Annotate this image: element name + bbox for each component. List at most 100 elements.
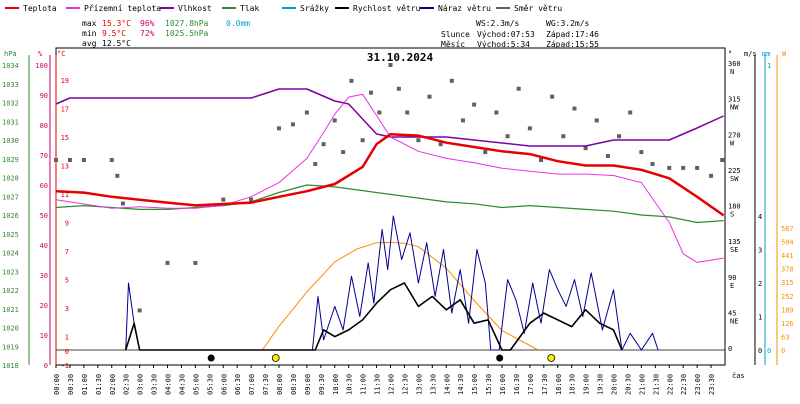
wind-speed-series	[124, 282, 623, 351]
wind-direction-point	[313, 161, 318, 166]
solar-tick: 0	[781, 347, 785, 355]
wind-direction-point	[120, 201, 125, 206]
legend-label: Náraz větru	[438, 4, 491, 13]
x-tick-label: 01:00	[81, 374, 89, 395]
direction-tick: 270	[728, 131, 741, 139]
wind-direction-point	[539, 158, 544, 162]
x-tick-label: 22:00	[666, 374, 674, 395]
pressure-tick: 1018	[2, 362, 19, 370]
x-tick-label: 09:30	[318, 374, 326, 395]
x-tick-label: 03:00	[137, 374, 145, 395]
stat-wg: WG:3.2m/s	[546, 19, 590, 28]
wind-direction-point	[349, 78, 354, 83]
x-tick-label: 17:00	[527, 374, 535, 395]
stat-min-label: min	[82, 29, 97, 38]
x-tick-label: 11:30	[374, 374, 382, 395]
solar-series	[261, 241, 539, 351]
direction-tick: 90	[728, 274, 736, 282]
pressure-tick: 1025	[2, 231, 19, 239]
wind-direction-point	[81, 158, 86, 162]
wind-direction-point	[449, 78, 454, 83]
wind-direction-point	[550, 94, 555, 99]
pressure-tick: 1028	[2, 175, 19, 183]
x-tick-label: 14:30	[457, 374, 465, 395]
wind-direction-point	[695, 165, 700, 170]
wind-direction-point	[472, 102, 477, 107]
x-tick-label: 09:00	[304, 374, 312, 395]
x-tick-label: 08:30	[290, 374, 298, 395]
x-tick-label: 18:00	[555, 374, 563, 395]
x-unit-label: čas	[732, 372, 745, 380]
wind-direction-point	[115, 173, 120, 178]
wind-direction-point	[165, 260, 170, 265]
pressure-tick: 1034	[2, 62, 19, 70]
x-tick-label: 19:30	[597, 374, 605, 395]
solar-tick: 189	[781, 306, 794, 314]
x-tick-label: 13:00	[415, 374, 423, 395]
wind-direction-point	[388, 63, 393, 67]
stat-max-label: max	[82, 19, 97, 28]
temperature-tick: 0	[65, 348, 69, 356]
humidity-tick: 20	[40, 302, 48, 310]
x-tick-label: 15:00	[471, 374, 479, 395]
x-tick-label: 15:30	[485, 374, 493, 395]
wind-direction-point	[628, 110, 633, 115]
humidity-tick: 30	[40, 272, 48, 280]
x-tick-label: 05:00	[192, 374, 200, 395]
pressure-series	[55, 184, 724, 224]
stat-avg-temp: 12.5°C	[102, 39, 131, 48]
pressure-tick: 1031	[2, 118, 19, 126]
pressure-tick: 1030	[2, 137, 19, 145]
pressure-tick: 1021	[2, 306, 19, 314]
temperature-tick: 19	[61, 77, 69, 85]
direction-tick-compass: S	[730, 211, 734, 219]
x-tick-label: 23:00	[694, 374, 702, 395]
temperature-tick: 11	[61, 191, 69, 199]
wind-direction-point	[221, 197, 226, 202]
temperature-tick: 13	[61, 163, 69, 171]
x-tick-label: 20:30	[624, 374, 632, 395]
moonset-marker	[496, 354, 504, 362]
wind-direction-point	[594, 118, 599, 123]
chart-title: 31.10.2024	[367, 51, 434, 64]
wind-tick: 3	[758, 247, 762, 255]
wind-direction-point	[483, 150, 488, 155]
wind-direction-point	[605, 154, 610, 159]
x-tick-label: 11:00	[360, 374, 368, 395]
wind-direction-point	[460, 118, 465, 123]
legend: Teplota Přízemní teplota Vlhkost Tlak Srážky…	[5, 4, 562, 13]
humidity-tick: 10	[40, 332, 48, 340]
solar-tick: 567	[781, 225, 794, 233]
wind-direction-point	[109, 158, 114, 162]
wind-direction-point	[720, 158, 725, 162]
wind-direction-point	[583, 146, 588, 151]
legend-label: Přízemní teplota	[84, 4, 161, 13]
wind-direction-point	[505, 134, 510, 139]
legend-label: Rychlost větru	[353, 4, 421, 13]
wind-direction-point	[321, 142, 326, 147]
wind-direction-point	[332, 118, 337, 123]
wind-direction-point	[650, 161, 655, 166]
sunrise-marker	[271, 354, 280, 362]
humidity-tick: 100	[35, 62, 48, 70]
pressure-tick: 1019	[2, 343, 19, 351]
stat-max-rain: 0.0mm	[226, 19, 250, 28]
humidity-unit: %	[38, 50, 43, 58]
sunset-marker	[547, 354, 556, 362]
plot-frame	[55, 47, 726, 366]
pressure-tick: 1033	[2, 81, 19, 89]
x-tick-label: 02:00	[109, 374, 117, 395]
direction-tick-compass: NW	[730, 104, 739, 112]
wind-direction-point	[667, 165, 672, 170]
wind-direction-point	[137, 308, 142, 313]
x-tick-label: 21:30	[652, 374, 660, 395]
x-tick-label: 04:30	[178, 374, 186, 395]
wind-direction-point	[416, 138, 421, 143]
wind-direction-point	[290, 122, 295, 127]
x-tick-label: 19:00	[583, 374, 591, 395]
x-tick-label: 08:00	[276, 374, 284, 395]
x-tick-label: 06:30	[234, 374, 242, 395]
legend-label: Srážky	[300, 4, 329, 13]
moonset: Západ:15:55	[546, 40, 599, 49]
